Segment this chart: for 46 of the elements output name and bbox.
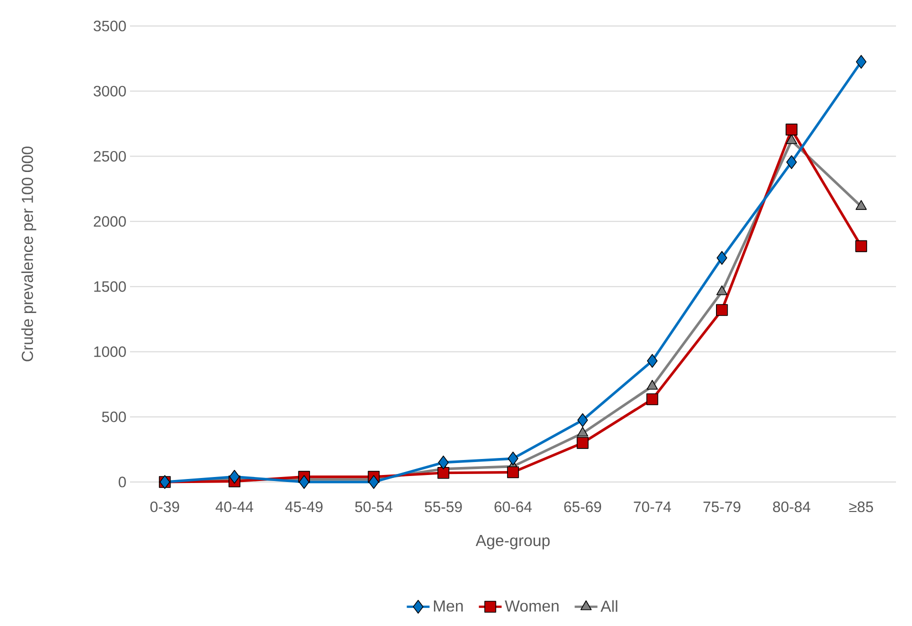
x-tick-label: 80-84 xyxy=(773,502,810,512)
point xyxy=(716,304,728,316)
point xyxy=(229,470,240,484)
point xyxy=(856,200,867,210)
x-tick-label: 75-79 xyxy=(704,502,740,512)
point xyxy=(646,380,658,390)
x-tick-label: 65-69 xyxy=(564,502,602,512)
point xyxy=(577,413,588,428)
point xyxy=(507,466,519,478)
y-tick-label: 3000 xyxy=(94,86,126,96)
y-tick-label: 1000 xyxy=(94,346,126,358)
point xyxy=(647,354,658,368)
x-tick-label: 40-44 xyxy=(216,502,254,512)
x-tick-label: 70-74 xyxy=(634,502,672,512)
x-tick-label: 55-59 xyxy=(424,502,462,512)
point xyxy=(577,426,588,437)
y-tick-label: 500 xyxy=(102,412,126,422)
x-tick-label: 60-64 xyxy=(494,502,532,512)
point xyxy=(438,456,449,470)
point xyxy=(576,437,589,449)
x-tick-label: 45-49 xyxy=(285,502,323,512)
legend-label: All xyxy=(600,600,618,612)
y-tick-label: 3500 xyxy=(94,20,126,32)
legend-label: Women xyxy=(504,600,559,612)
point xyxy=(646,393,658,406)
x-tick-label: 0-39 xyxy=(150,502,180,512)
y-tick-label: 0 xyxy=(118,476,126,488)
point xyxy=(716,251,728,265)
x-axis-title: Age-group xyxy=(476,535,550,550)
y-tick-label: 2000 xyxy=(94,216,126,227)
point xyxy=(508,452,518,466)
point xyxy=(855,240,868,252)
point xyxy=(368,475,380,489)
point xyxy=(298,475,310,489)
point xyxy=(716,285,728,296)
x-tick-label: 50-54 xyxy=(355,502,392,512)
point xyxy=(437,466,450,479)
x-tick-label: ≥85 xyxy=(849,502,874,512)
y-tick-label: 2500 xyxy=(94,150,126,162)
y-tick-label: 1500 xyxy=(94,281,126,292)
point xyxy=(786,134,798,144)
point xyxy=(786,124,798,136)
y-axis-title: Crude prevalence per 100 000 xyxy=(21,146,36,362)
point xyxy=(856,54,866,69)
point xyxy=(786,155,797,170)
legend-label: Men xyxy=(434,600,463,612)
